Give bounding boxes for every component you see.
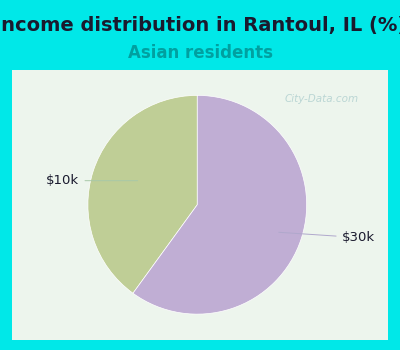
Wedge shape	[88, 95, 197, 293]
Text: $10k: $10k	[46, 174, 138, 187]
Text: City-Data.com: City-Data.com	[284, 94, 358, 105]
Text: $30k: $30k	[279, 231, 375, 244]
Text: Income distribution in Rantoul, IL (%): Income distribution in Rantoul, IL (%)	[0, 16, 400, 35]
Wedge shape	[133, 95, 307, 314]
Text: Asian residents: Asian residents	[128, 44, 272, 62]
